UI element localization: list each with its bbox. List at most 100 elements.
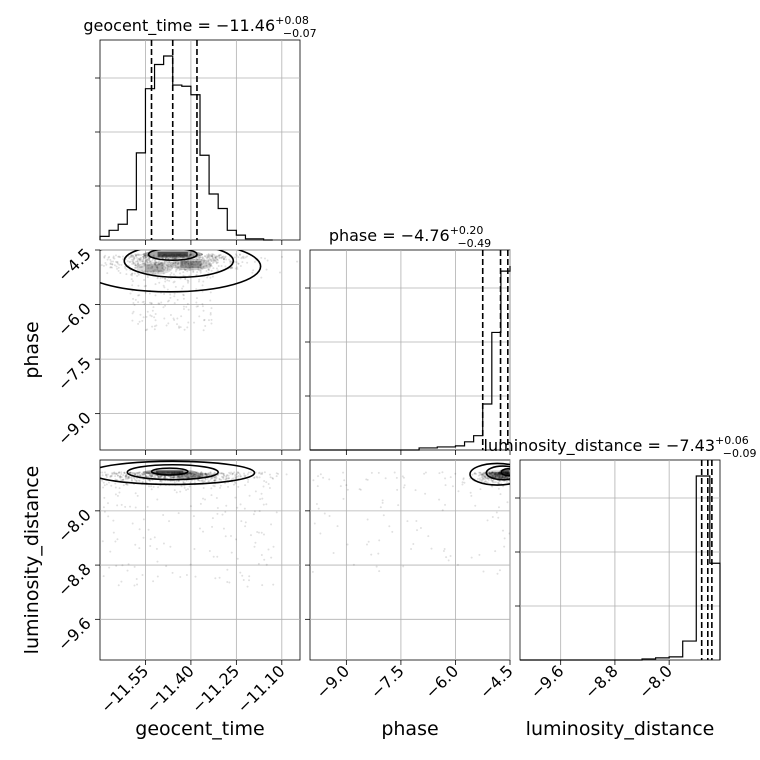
sample-point [126, 569, 129, 572]
sample-point [212, 472, 215, 475]
sample-point [157, 474, 160, 477]
sample-point [212, 258, 215, 261]
sample-point [192, 263, 195, 266]
sample-point [666, 543, 668, 545]
sample-point [134, 472, 137, 475]
sample-point [107, 515, 110, 518]
sample-point [366, 478, 369, 481]
sample-point [512, 476, 514, 478]
sample-point [136, 274, 139, 277]
sample-point [528, 553, 530, 555]
sample-point [102, 486, 105, 489]
sample-point [513, 473, 515, 475]
sample-point [495, 474, 498, 477]
sample-point [158, 302, 161, 305]
sample-point [498, 474, 501, 477]
x-axis-label-luminosity-distance: luminosity_distance [526, 718, 715, 740]
sample-point [164, 277, 167, 280]
sample-point [163, 265, 166, 268]
sample-point [227, 485, 230, 488]
sample-point [65, 503, 67, 505]
sample-point [518, 482, 520, 484]
sample-point [89, 478, 91, 480]
sample-point [296, 260, 299, 263]
sample-point [249, 534, 252, 537]
sample-point [136, 254, 139, 257]
y-tick-label: −8.8 [54, 559, 95, 600]
sample-point [110, 260, 113, 263]
sample-point [225, 258, 228, 261]
sample-point [129, 471, 132, 474]
sample-point [215, 258, 218, 261]
sample-point [231, 473, 234, 476]
sample-point [513, 475, 515, 477]
sample-point [102, 481, 105, 484]
sample-point [636, 571, 638, 573]
sample-point [419, 526, 422, 529]
sample-point [174, 257, 177, 260]
sample-point [402, 476, 405, 479]
sample-point [427, 535, 430, 538]
sample-point [498, 472, 501, 475]
sample-point [100, 473, 101, 475]
sample-point [496, 474, 499, 477]
sample-point [138, 479, 141, 482]
sample-point [714, 523, 716, 525]
sample-point [180, 315, 183, 318]
sample-point [342, 471, 345, 474]
sample-point [165, 256, 168, 259]
sample-point [188, 274, 191, 277]
sample-point [210, 269, 213, 272]
sample-point [510, 473, 512, 475]
sample-point [483, 471, 486, 474]
sample-point [127, 563, 130, 566]
sample-point [142, 518, 145, 521]
sample-point [619, 472, 621, 474]
sample-point [216, 555, 219, 558]
sample-point [66, 481, 68, 483]
sample-point [506, 476, 509, 479]
sample-point [517, 474, 519, 476]
sample-point [482, 475, 485, 478]
sample-point [156, 267, 159, 270]
sample-point [123, 471, 126, 474]
sample-point [595, 512, 597, 514]
sample-point [155, 261, 158, 264]
sample-point [258, 476, 261, 479]
sample-point [105, 483, 108, 486]
sample-point [544, 547, 546, 549]
sample-point [230, 266, 233, 269]
sample-point [378, 570, 381, 573]
sample-point [182, 297, 185, 300]
sample-point [216, 507, 219, 510]
sample-point [571, 473, 573, 475]
sample-point [123, 472, 126, 475]
sample-point [171, 257, 174, 260]
sample-point [144, 473, 147, 476]
sample-point [249, 471, 252, 474]
sample-point [134, 264, 137, 267]
sample-point [445, 556, 448, 559]
sample-point [498, 473, 501, 476]
sample-point [141, 269, 144, 272]
sample-point [525, 475, 527, 477]
sample-point [534, 499, 536, 501]
sample-point [216, 269, 219, 272]
sample-point [186, 488, 189, 491]
sample-point [480, 473, 483, 476]
sample-point [138, 474, 141, 477]
sample-point [494, 474, 497, 477]
sample-point [151, 325, 154, 328]
sample-point [501, 476, 504, 479]
sample-point [145, 258, 148, 261]
sample-point [140, 256, 143, 259]
sample-point [168, 520, 171, 523]
sample-point [513, 473, 515, 475]
sample-point [134, 262, 137, 265]
x-tick-label: −11.40 [142, 661, 197, 716]
sample-point [132, 260, 135, 263]
sample-point [104, 473, 107, 476]
sample-point [200, 259, 203, 262]
sample-point [495, 473, 498, 476]
sample-point [212, 257, 215, 260]
